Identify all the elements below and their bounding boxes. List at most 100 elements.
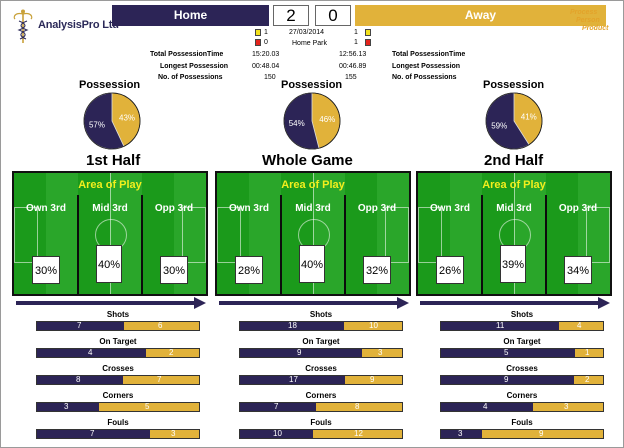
attack-direction-arrow-icon [219,297,409,309]
area-of-play-title: Area of Play [78,179,142,191]
stat-label: Shots [309,310,333,319]
away-yellow-count: 1 [354,29,358,36]
ppp-line-2: Person [576,17,600,24]
home-possession-count: 150 [264,74,276,81]
zone-percentage: 40% [299,245,325,283]
possession-title: Possession [79,79,141,91]
stat-home-value: 9 [504,375,509,384]
area-of-play-pitch: Area of Play Own 3rd 30% Mid 3rd 40% Opp 3rd 3… [12,171,208,296]
section-title: Whole Game [262,152,353,169]
stat-home-value: 17 [289,375,298,384]
stat-home-value: 7 [77,321,82,330]
zone-divider [481,195,483,294]
arrow-shaft [219,301,399,305]
zone-divider [77,195,79,294]
zone-percentage: 30% [32,256,60,284]
stat-bar-home-segment [37,376,123,384]
stat-bar-home-segment [441,430,482,438]
zone-percentage: 34% [564,256,592,284]
home-total-possession: 15:20.03 [252,51,280,58]
pie-label-away: 43% [119,114,135,123]
zone-label: Opp 3rd [154,203,194,214]
zone-label: Mid 3rd [496,203,532,214]
away-red-count: 1 [354,39,358,46]
zone-divider [141,195,143,294]
stat-home-value: 7 [90,429,95,438]
possession-pie-chart: 54% 46% [283,92,341,150]
stat-label: Fouls [310,418,332,427]
stat-away-value: 8 [355,402,360,411]
stat-away-value: 2 [169,348,174,357]
brand-name: AnalysisPro Ltd [38,19,119,31]
stat-home-value: 11 [496,321,505,330]
pie-label-home: 57% [89,120,105,129]
ppp-line-1: Process [570,9,598,16]
away-total-possession: 12:56.13 [339,51,367,58]
pitch-penalty-box-right [182,207,206,263]
pitch-penalty-box-left [14,207,38,263]
stat-bar-home-segment [240,376,345,384]
stat-away-value: 12 [354,429,363,438]
home-longest-possession: 00:48.04 [252,63,280,70]
area-of-play-title: Area of Play [281,179,345,191]
process-person-product-logo: Process Person Product [560,9,616,43]
home-stat-label-total: Total PossessionTime [150,51,224,58]
stat-label: Crosses [305,364,337,373]
stat-bar-home-segment [37,322,124,330]
zone-divider [344,195,346,294]
scoreboard: Home 2 0 Away [112,5,606,26]
stat-label: On Target [302,337,340,346]
section-title: 2nd Half [484,152,544,169]
away-stat-label-total: Total PossessionTime [392,51,466,58]
area-of-play-pitch: Area of Play Own 3rd 26% Mid 3rd 39% Opp 3rd 3… [416,171,612,296]
stat-bar-home-segment [37,349,146,357]
home-score: 2 [273,5,309,26]
possession-title: Possession [483,79,545,91]
stat-away-value: 3 [171,429,176,438]
stat-bar-home-segment [37,403,99,411]
stat-label: Corners [102,391,134,400]
stat-bar-home-segment [240,349,362,357]
zone-percentage: 26% [436,256,464,284]
zone-divider [545,195,547,294]
stat-away-value: 3 [564,402,569,411]
home-yellow-card-icon [255,29,261,36]
area-of-play-pitch: Area of Play Own 3rd 28% Mid 3rd 40% Opp 3rd 3… [215,171,411,296]
arrow-head [397,297,409,309]
brand-logo: AnalysisPro Ltd [8,6,119,46]
home-stat-label-longest: Longest Possession [160,63,229,70]
home-red-card-icon [255,39,261,46]
possession-pie-chart: 59% 41% [485,92,543,150]
arrow-head [598,297,610,309]
zone-divider [280,195,282,294]
stat-home-value: 18 [288,321,297,330]
home-team-name: Home [112,5,269,26]
stat-away-value: 7 [157,375,162,384]
stat-home-value: 7 [274,402,279,411]
stat-home-value: 3 [64,402,69,411]
stat-comparison-bar: 17 9 [239,375,403,385]
possession-pie-chart: 57% 43% [83,92,141,150]
pitch-penalty-box-right [586,207,610,263]
stat-home-value: 5 [504,348,509,357]
possession-title: Possession [281,79,343,91]
stat-label: Shots [510,310,534,319]
stat-comparison-bar: 11 4 [440,321,604,331]
ppp-line-3: Product [582,25,609,32]
zone-label: Own 3rd [25,203,66,214]
stat-comparison-bar: 18 10 [239,321,403,331]
stat-bar-home-segment [240,322,344,330]
stat-bar-home-segment [441,322,559,330]
arrow-shaft [16,301,196,305]
stat-away-value: 9 [539,429,544,438]
stat-bar-home-segment [441,376,574,384]
zone-label: Opp 3rd [357,203,397,214]
zone-percentage: 28% [235,256,263,284]
stat-home-value: 4 [88,348,93,357]
home-stat-label-count: No. of Possessions [158,74,223,81]
pitch-penalty-box-left [418,207,442,263]
